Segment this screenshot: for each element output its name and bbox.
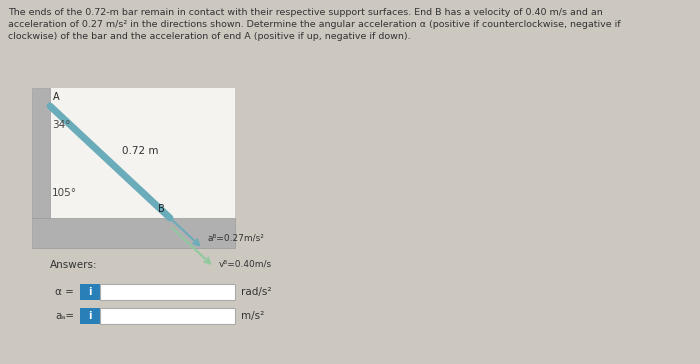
Text: i: i — [88, 311, 92, 321]
Bar — [32, 88, 235, 248]
Bar — [100, 284, 235, 300]
Bar — [32, 218, 235, 248]
Text: Answers:: Answers: — [50, 260, 97, 270]
Bar — [32, 88, 50, 218]
Text: The ends of the 0.72-m bar remain in contact with their respective support surfa: The ends of the 0.72-m bar remain in con… — [8, 8, 621, 41]
Text: α =: α = — [55, 287, 74, 297]
Text: aₐ=: aₐ= — [55, 311, 74, 321]
Text: 0.72 m: 0.72 m — [122, 146, 158, 156]
Text: B: B — [158, 204, 164, 214]
Text: A: A — [53, 92, 60, 102]
Text: i: i — [88, 287, 92, 297]
Text: rad/s²: rad/s² — [241, 287, 272, 297]
Text: vᴮ=0.40m/s: vᴮ=0.40m/s — [219, 260, 272, 269]
Text: m/s²: m/s² — [241, 311, 265, 321]
Text: 105°: 105° — [52, 188, 77, 198]
Bar — [80, 284, 100, 300]
Text: aᴮ=0.27m/s²: aᴮ=0.27m/s² — [208, 234, 265, 243]
Text: 34°: 34° — [52, 120, 71, 130]
Bar — [80, 308, 100, 324]
Bar — [100, 308, 235, 324]
